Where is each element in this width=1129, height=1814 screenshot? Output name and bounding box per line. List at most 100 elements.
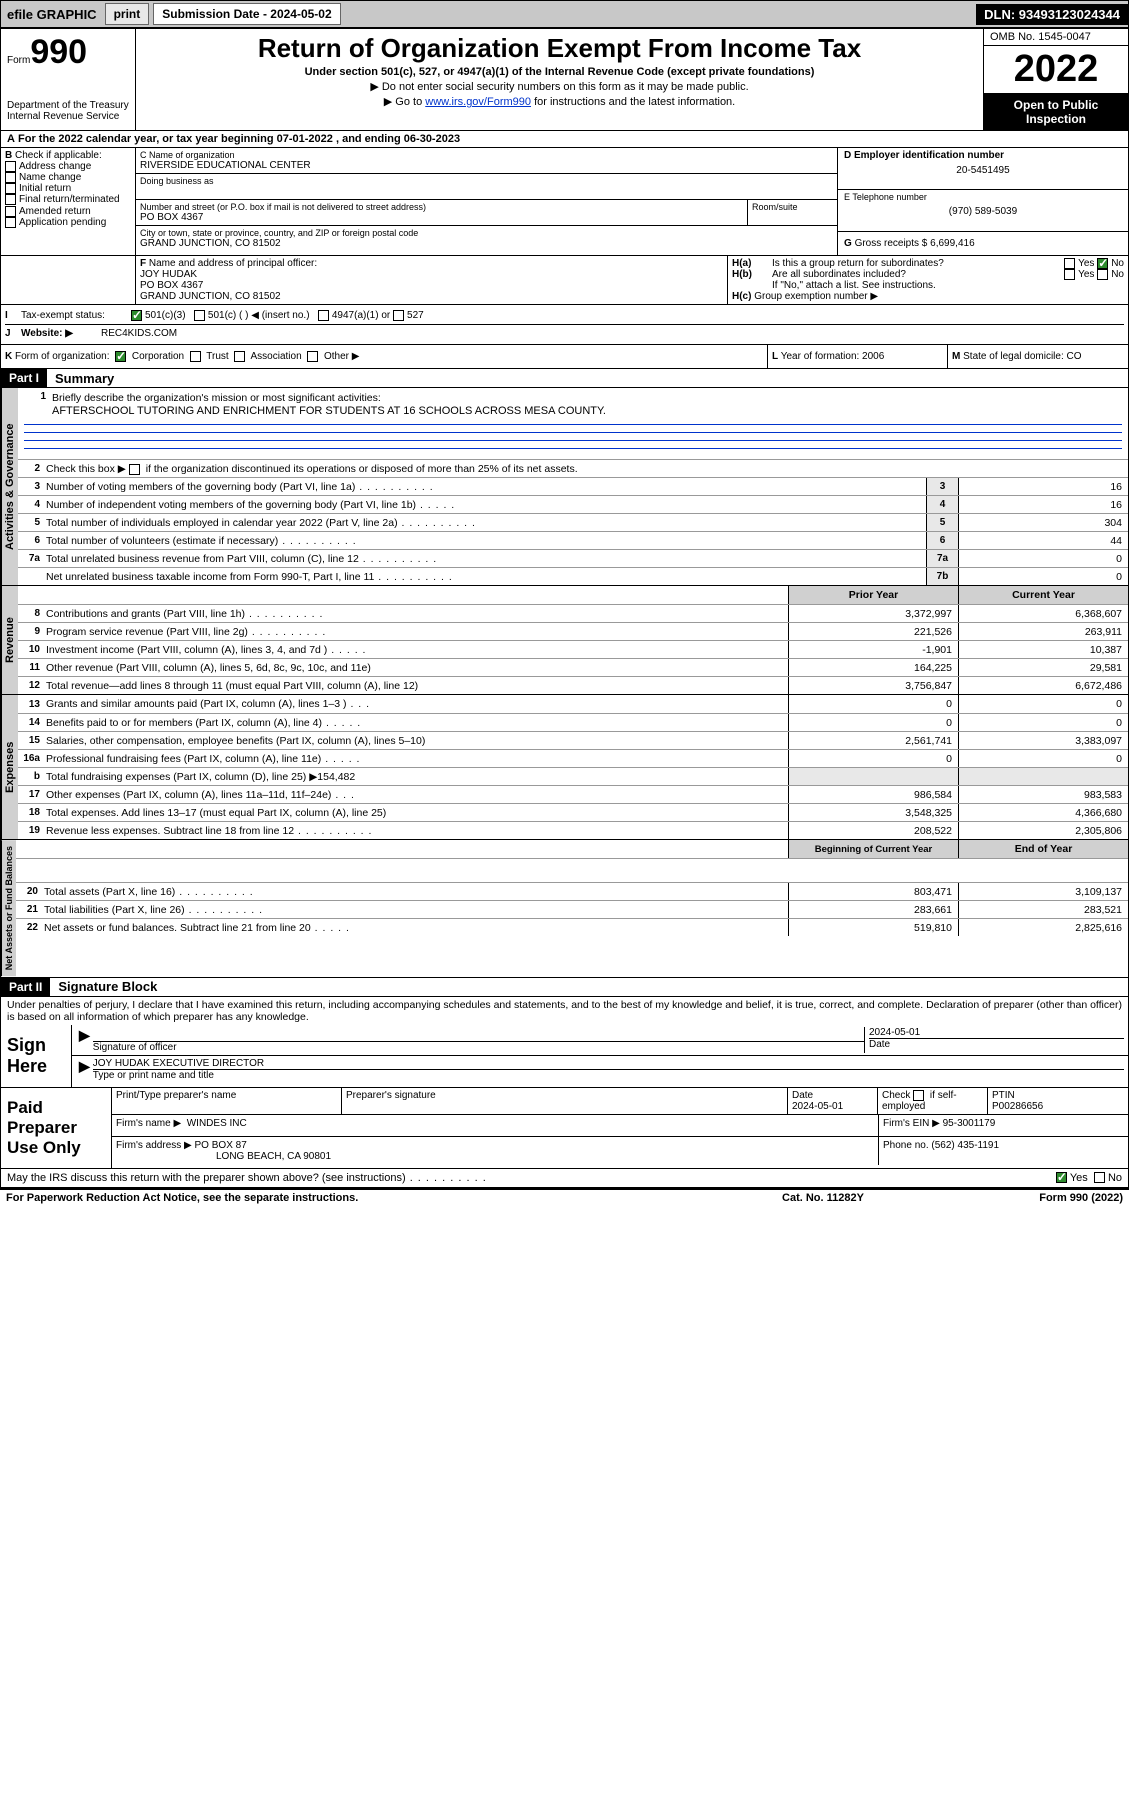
- p18: 3,548,325: [788, 804, 958, 821]
- l10: Investment income (Part VIII, column (A)…: [46, 643, 788, 657]
- cb-corp[interactable]: [115, 351, 126, 362]
- cb-501c[interactable]: [194, 310, 205, 321]
- p13: 0: [788, 695, 958, 713]
- topbar: efile GRAPHIC print Submission Date - 20…: [0, 0, 1129, 28]
- l6: Total number of volunteers (estimate if …: [46, 534, 926, 548]
- c-name-lbl: C Name of organization: [140, 150, 833, 160]
- discuss-yes[interactable]: [1056, 1172, 1067, 1183]
- firm-val: WINDES INC: [187, 1118, 247, 1129]
- irs-label: Internal Revenue Service: [7, 111, 129, 122]
- cb-other[interactable]: [307, 351, 318, 362]
- prep-check-lbl: Check: [882, 1090, 910, 1101]
- cb-initial-return[interactable]: Initial return: [5, 183, 131, 194]
- paid-preparer-label: Paid Preparer Use Only: [1, 1088, 111, 1168]
- p19: 208,522: [788, 822, 958, 839]
- prep-date-lbl: Date: [792, 1090, 813, 1101]
- cb-trust[interactable]: [190, 351, 201, 362]
- hb-yes[interactable]: [1064, 269, 1075, 280]
- c16: 0: [958, 750, 1128, 767]
- line-a: A For the 2022 calendar year, or tax yea…: [0, 131, 1129, 148]
- ha-yes[interactable]: [1064, 258, 1075, 269]
- p15: 2,561,741: [788, 732, 958, 749]
- part2-header: Part II Signature Block: [0, 978, 1129, 997]
- side-expenses: Expenses: [1, 695, 18, 839]
- cb-4947[interactable]: [318, 310, 329, 321]
- open2: Inspection: [1026, 112, 1086, 126]
- l1-label: Briefly describe the organization's miss…: [52, 391, 1122, 405]
- p22: 519,810: [788, 919, 958, 936]
- officer-name-title: JOY HUDAK EXECUTIVE DIRECTOR: [93, 1058, 1124, 1069]
- v5: 304: [958, 514, 1128, 531]
- cb-address-change[interactable]: Address change: [5, 161, 131, 172]
- i-lbl: I: [5, 310, 8, 321]
- dept-treasury: Department of the Treasury: [7, 100, 129, 111]
- discuss-text: May the IRS discuss this return with the…: [7, 1172, 1056, 1184]
- open-public: Open to Public Inspection: [984, 93, 1128, 130]
- ha-no[interactable]: [1097, 258, 1108, 269]
- prep-sig-lbl: Preparer's signature: [342, 1088, 788, 1114]
- c13: 0: [958, 695, 1128, 713]
- c15: 3,383,097: [958, 732, 1128, 749]
- part1-title: Summary: [47, 371, 114, 386]
- l14: Benefits paid to or for members (Part IX…: [46, 716, 788, 730]
- p17: 986,584: [788, 786, 958, 803]
- c17: 983,583: [958, 786, 1128, 803]
- cb-discontinued[interactable]: [129, 464, 140, 475]
- cb-527[interactable]: [393, 310, 404, 321]
- l5: Total number of individuals employed in …: [46, 516, 926, 530]
- phone-val: (970) 589-5039: [844, 206, 1122, 217]
- cb-final-return[interactable]: Final return/terminated: [5, 194, 131, 205]
- cb-self-employed[interactable]: [913, 1090, 924, 1101]
- klm-block: K Form of organization: Corporation Trus…: [0, 345, 1129, 369]
- print-button[interactable]: print: [105, 3, 150, 25]
- m-txt: State of legal domicile: CO: [963, 351, 1081, 362]
- tax-year: 2022: [984, 46, 1128, 93]
- g-txt: Gross receipts $: [855, 238, 928, 249]
- cb-amended[interactable]: Amended return: [5, 206, 131, 217]
- dba-lbl: Doing business as: [140, 176, 833, 186]
- section-deg: D Employer identification number 20-5451…: [838, 148, 1128, 255]
- footer: For Paperwork Reduction Act Notice, see …: [0, 1188, 1129, 1206]
- c12: 6,672,486: [958, 677, 1128, 694]
- p8: 3,372,997: [788, 605, 958, 622]
- hdr-prior: Prior Year: [788, 586, 958, 604]
- title-cell: Return of Organization Exempt From Incom…: [136, 29, 983, 130]
- v6: 44: [958, 532, 1128, 549]
- v4: 16: [958, 496, 1128, 513]
- cb-assoc[interactable]: [234, 351, 245, 362]
- footer-left: For Paperwork Reduction Act Notice, see …: [6, 1192, 723, 1204]
- subtitle-1: Under section 501(c), 527, or 4947(a)(1)…: [146, 66, 973, 78]
- c19: 2,305,806: [958, 822, 1128, 839]
- arrow-icon: ▶: [76, 1027, 93, 1053]
- org-name: RIVERSIDE EDUCATIONAL CENTER: [140, 160, 833, 171]
- firm-phone-val: (562) 435-1191: [931, 1140, 999, 1151]
- l21: Total liabilities (Part X, line 26): [44, 903, 788, 917]
- discuss-no[interactable]: [1094, 1172, 1105, 1183]
- cb-app-pending[interactable]: Application pending: [5, 217, 131, 228]
- cb-name-change[interactable]: Name change: [5, 172, 131, 183]
- l9: Program service revenue (Part VIII, line…: [46, 625, 788, 639]
- hb-no[interactable]: [1097, 269, 1108, 280]
- section-c: C Name of organization RIVERSIDE EDUCATI…: [136, 148, 838, 255]
- a-mid: , and ending: [333, 133, 404, 145]
- b-check: Check if applicable:: [15, 150, 102, 161]
- ha-txt: Is this a group return for subordinates?: [772, 258, 1064, 269]
- p14: 0: [788, 714, 958, 731]
- hb-txt: Are all subordinates included?: [772, 269, 1064, 280]
- hb2-txt: If "No," attach a list. See instructions…: [732, 280, 1124, 291]
- irs-link[interactable]: www.irs.gov/Form990: [425, 96, 531, 108]
- subtitle-3: ▶ Go to www.irs.gov/Form990 for instruct…: [146, 95, 973, 108]
- a-prefix: A: [7, 133, 15, 145]
- cb-501c3[interactable]: [131, 310, 142, 321]
- a-end: 06-30-2023: [404, 133, 460, 145]
- prep-name-lbl: Print/Type preparer's name: [112, 1088, 342, 1114]
- l4: Number of independent voting members of …: [46, 498, 926, 512]
- g-lbl: G: [844, 238, 852, 249]
- section-f: F Name and address of principal officer:…: [136, 256, 728, 304]
- l-lbl: L: [772, 351, 778, 362]
- p12: 3,756,847: [788, 677, 958, 694]
- l16b: Total fundraising expenses (Part IX, col…: [46, 770, 788, 784]
- c16b: [958, 768, 1128, 785]
- ein-lbl: D Employer identification number: [844, 150, 1122, 161]
- m-lbl: M: [952, 351, 960, 362]
